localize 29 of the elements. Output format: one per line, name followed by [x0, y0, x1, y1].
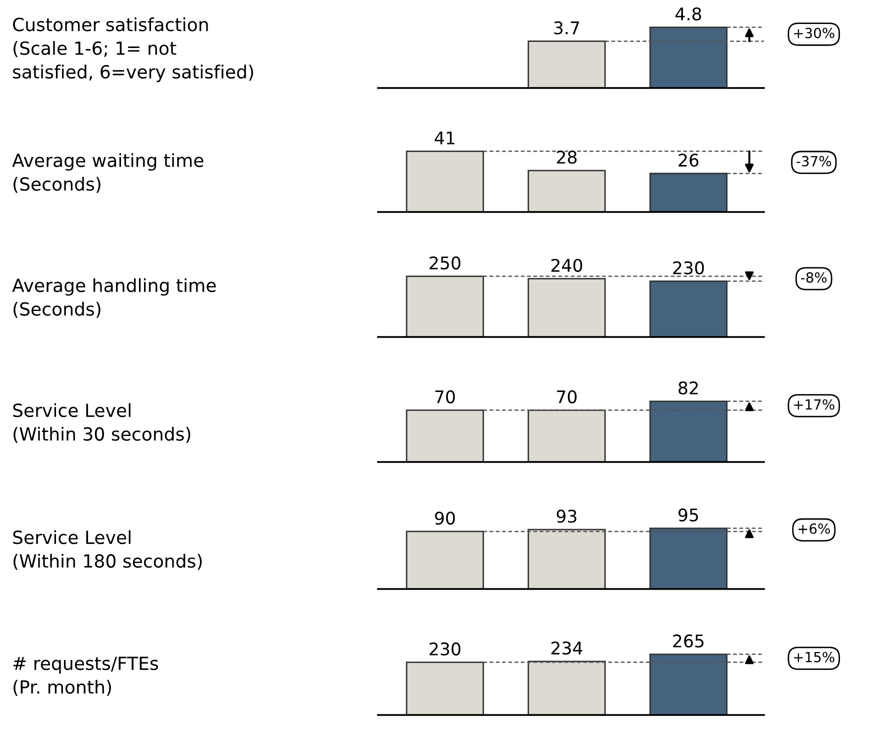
- y-axis-title: Average waiting time (Seconds): [12, 153, 204, 193]
- y-axis-title: Service Level (Within 30 seconds): [13, 403, 190, 443]
- data-label: 230: [430, 642, 460, 656]
- y-axis-title: Customer satisfaction (Scale 1-6; 1= not satisfied, 6=very satisfied): [12, 17, 254, 82]
- data-label: 265: [673, 634, 704, 648]
- data-label: 240: [551, 258, 582, 272]
- data-label: 250: [430, 256, 460, 270]
- data-label: 93: [556, 510, 576, 523]
- y-axis-title: # requests/FTEs (Pr. month): [13, 656, 158, 696]
- text: +6%: [798, 523, 830, 534]
- y-axis-title: Average handling time (Seconds): [12, 278, 216, 318]
- data-label: 230: [673, 261, 704, 274]
- data-label: 26: [678, 154, 698, 167]
- data-label: 234: [551, 641, 582, 655]
- data-label: 41: [434, 132, 454, 144]
- text: -8%: [801, 272, 827, 283]
- data-label: 95: [678, 508, 698, 522]
- y-axis-title: Service Level (Within 180 seconds): [13, 530, 202, 570]
- text: +17%: [794, 399, 834, 410]
- data-label: 82: [678, 381, 698, 395]
- data-label: 3.7: [554, 21, 580, 34]
- text: -37%: [796, 156, 832, 166]
- data-label: 70: [557, 390, 577, 404]
- data-label: 28: [556, 150, 577, 164]
- data-label: 90: [435, 512, 455, 525]
- text: +30%: [794, 28, 834, 38]
- text: +15%: [794, 652, 834, 662]
- data-label: 4.8: [676, 7, 702, 21]
- data-label: 70: [435, 390, 455, 404]
